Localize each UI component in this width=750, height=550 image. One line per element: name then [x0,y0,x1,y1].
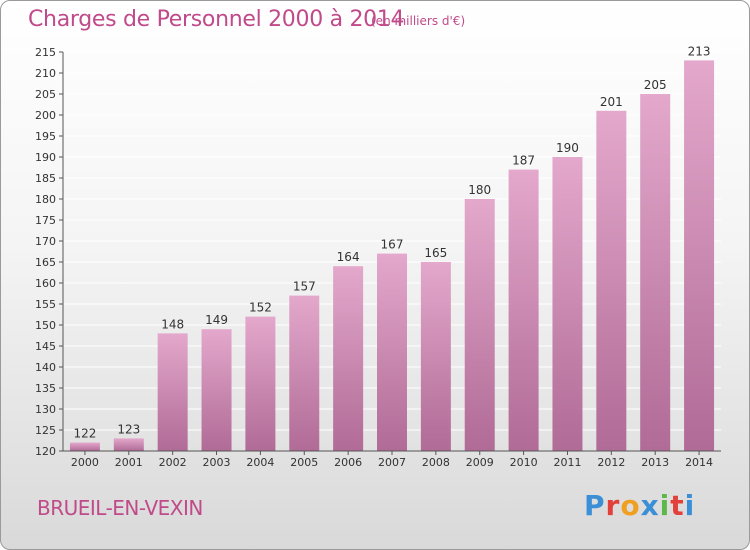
bar-2001 [113,438,144,451]
logo-letter: o [620,489,641,522]
y-tick-label: 200 [35,109,56,122]
x-tick-label: 2005 [290,456,318,469]
data-label: 148 [161,317,184,331]
logo-letter: r [605,489,621,522]
bar-2000 [69,442,100,451]
y-tick-label: 205 [35,88,56,101]
data-label: 180 [468,183,491,197]
chart-subtitle: (en milliers d'€) [371,14,466,28]
bar-2012 [596,110,627,452]
x-tick-label: 2001 [115,456,143,469]
x-axis: 2000 2001 2002 2003 2004 2005 2006 2007 2008 2009… [63,450,721,469]
x-tick-label: 2014 [685,456,713,469]
data-label: 165 [424,246,447,260]
bar-2011 [552,157,583,451]
y-tick-label: 195 [35,130,56,143]
y-tick-label: 210 [35,67,56,80]
y-tick-label: 135 [35,382,56,395]
bar-2004 [245,316,276,451]
y-tick-label: 140 [35,361,56,374]
commune-name: BRUEIL-EN-VEXIN [37,496,203,520]
x-tick-label: 2010 [510,456,538,469]
bar-2008 [420,262,451,451]
data-label: 167 [381,238,404,252]
x-tick-label: 2000 [71,456,99,469]
y-tick-label: 160 [35,277,56,290]
logo-letter: t [670,489,685,522]
bar-2003 [201,329,232,451]
y-tick-label: 180 [35,193,56,206]
x-tick-label: 2004 [246,456,274,469]
y-tick-label: 170 [35,235,56,248]
y-tick-label: 125 [35,424,56,437]
logo-letter: x [640,489,660,522]
y-tick-label: 130 [35,403,56,416]
y-tick-label: 155 [35,298,56,311]
y-tick-label: 165 [35,256,56,269]
bar-2013 [640,94,671,451]
x-tick-label: 2002 [159,456,187,469]
bar-2002 [157,333,188,451]
data-label: 190 [556,141,579,155]
y-tick-label: 145 [35,340,56,353]
bar-2010 [508,169,539,451]
data-label: 205 [644,78,667,92]
bars [69,60,715,452]
bar-2009 [464,199,495,451]
bar-2014 [684,60,715,452]
x-tick-label: 2003 [203,456,231,469]
data-labels: 122 123 148 149 152 157 164 167 165 180 187 190 201 2… [73,44,710,440]
x-tick-label: 2013 [641,456,669,469]
logo-letter: i [684,489,696,522]
y-tick-label: 150 [35,319,56,332]
y-tick-label: 215 [35,46,56,59]
data-label: 149 [205,313,228,327]
x-tick-label: 2009 [466,456,494,469]
data-label: 157 [293,280,316,294]
data-label: 187 [512,154,535,168]
x-tick-label: 2006 [334,456,362,469]
proxiti-logo: Proxiti [584,489,695,522]
y-tick-label: 190 [35,151,56,164]
x-tick-label: 2007 [378,456,406,469]
logo-letter: P [584,489,606,522]
chart-title: Charges de Personnel 2000 à 2014 [28,7,405,32]
logo-letter: i [659,489,671,522]
bar-2006 [333,266,364,451]
bar-2005 [289,295,320,451]
data-label: 122 [73,427,96,441]
y-axis: 120 125 130 135 140 145 150 155 160 165 170 175 180 1… [35,46,64,458]
y-tick-label: 120 [35,445,56,458]
data-label: 213 [688,44,711,58]
data-label: 201 [600,95,623,109]
x-tick-label: 2008 [422,456,450,469]
x-tick-label: 2012 [597,456,625,469]
y-tick-label: 175 [35,214,56,227]
y-tick-label: 185 [35,172,56,185]
x-tick-label: 2011 [553,456,581,469]
bar-2007 [377,253,407,451]
data-label: 123 [117,422,140,436]
data-label: 152 [249,301,272,315]
data-label: 164 [337,250,360,264]
